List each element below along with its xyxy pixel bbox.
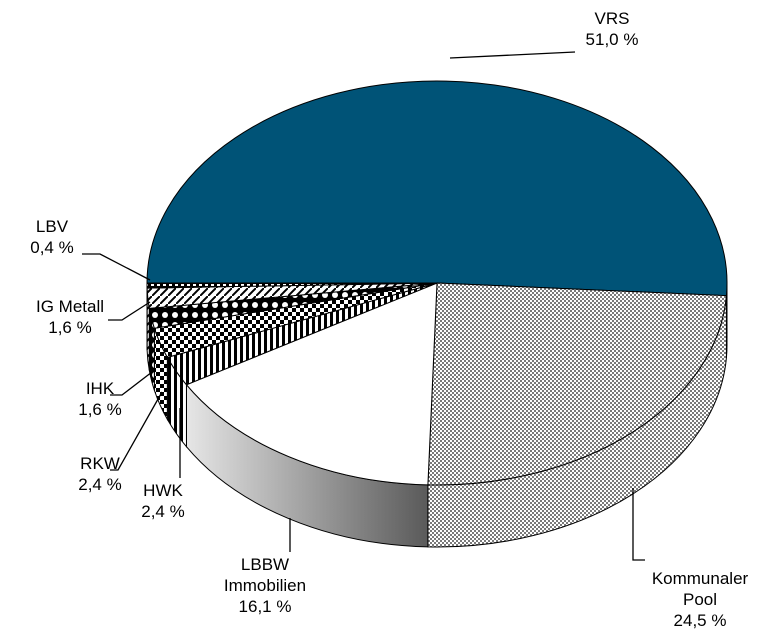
value-label: 0,4 % (30, 237, 73, 258)
value-label: 2,4 % (78, 474, 121, 495)
category-label: LBBW Immobilien (210, 554, 320, 596)
leader-line (82, 254, 150, 280)
leader-line (450, 52, 575, 58)
value-label: 51,0 % (586, 29, 639, 50)
leader-line (633, 488, 645, 560)
value-label: 2,4 % (141, 501, 184, 522)
value-label: 1,6 % (36, 317, 104, 338)
value-label: 1,6 % (78, 399, 121, 420)
category-label: VRS (586, 8, 639, 29)
tops (147, 81, 727, 485)
leader-line (108, 302, 150, 320)
category-label: HWK (141, 480, 184, 501)
category-label: LBV (30, 216, 73, 237)
value-label: 16,1 % (210, 596, 320, 617)
slice (147, 81, 727, 296)
slice (428, 283, 727, 485)
category-label: IG Metall (36, 296, 104, 317)
category-label: IHK (78, 378, 121, 399)
category-label: Kommunaler Pool (652, 568, 748, 610)
value-label: 24,5 % (652, 610, 748, 631)
category-label: RKW (78, 453, 121, 474)
